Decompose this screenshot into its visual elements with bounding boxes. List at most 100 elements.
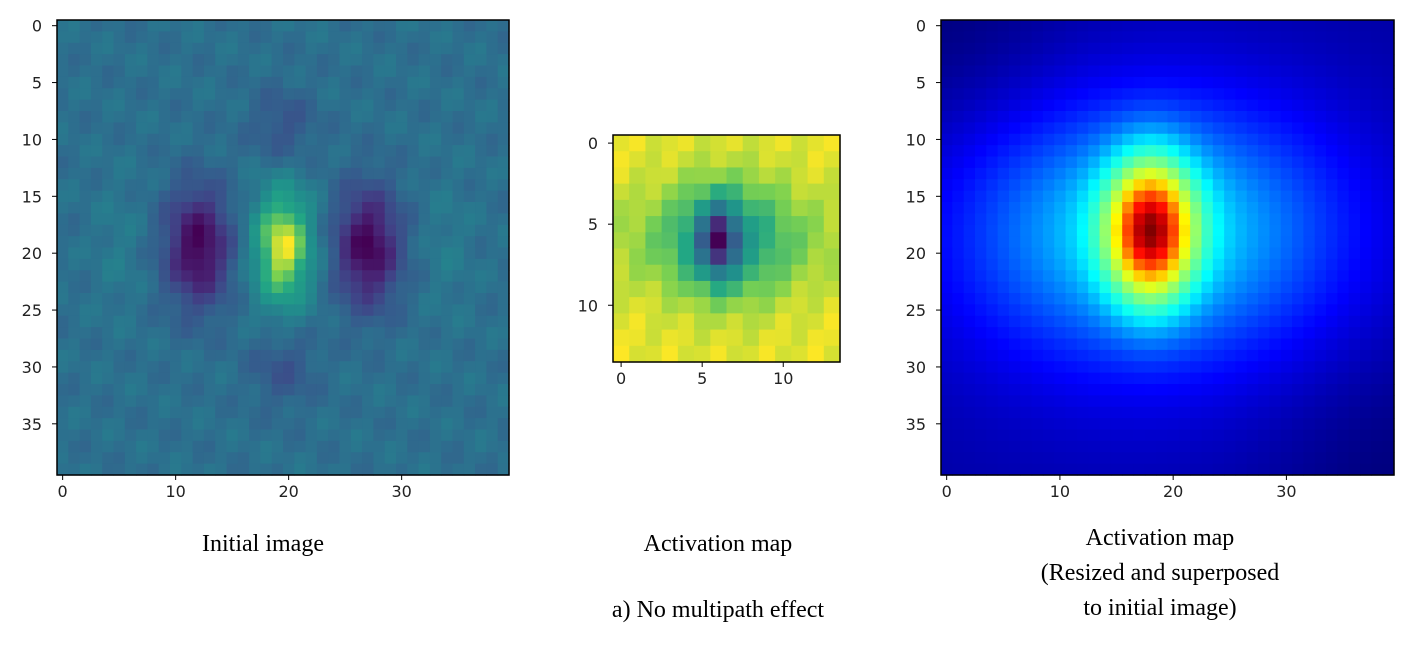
initial-cell xyxy=(429,452,442,465)
initial-cell xyxy=(463,304,476,317)
initial-cell xyxy=(384,156,397,169)
superposed-cell xyxy=(1348,31,1361,44)
activation-cell xyxy=(661,297,679,314)
superposed-cell xyxy=(1167,281,1180,294)
initial-cell xyxy=(463,167,476,180)
superposed-cell xyxy=(1314,440,1327,453)
initial-cell xyxy=(452,42,465,55)
superposed-cell xyxy=(1076,99,1089,112)
superposed-cell xyxy=(1326,236,1338,249)
superposed-cell xyxy=(997,395,1010,408)
initial-cell xyxy=(237,281,250,294)
superposed-cell xyxy=(1337,258,1350,271)
initial-cell xyxy=(158,236,171,249)
superposed-cell xyxy=(1382,281,1395,294)
superposed-cell xyxy=(1156,133,1169,146)
superposed-cell xyxy=(1348,440,1361,453)
superposed-cell xyxy=(1144,179,1157,192)
superposed-cell xyxy=(1292,202,1304,214)
superposed-cell xyxy=(1371,145,1384,158)
initial-cell xyxy=(283,327,295,340)
activation-cell xyxy=(677,199,695,217)
initial-cell xyxy=(452,349,465,362)
superposed-cell xyxy=(1371,122,1384,135)
superposed-cell xyxy=(1258,156,1271,169)
superposed-cell xyxy=(1167,384,1180,396)
superposed-cell xyxy=(1054,384,1067,396)
activation-cell xyxy=(742,264,760,282)
initial-cell xyxy=(486,224,499,237)
initial-cell xyxy=(170,440,182,453)
initial-cell xyxy=(147,247,160,260)
superposed-cell xyxy=(986,395,999,408)
superposed-cell xyxy=(997,31,1010,44)
initial-cell xyxy=(192,349,205,362)
initial-cell xyxy=(384,293,397,305)
initial-cell xyxy=(68,236,81,249)
superposed-cell xyxy=(1031,31,1044,44)
superposed-cell xyxy=(1031,463,1044,476)
initial-cell xyxy=(475,111,487,123)
initial-cell xyxy=(463,54,476,67)
initial-cell xyxy=(350,213,363,226)
initial-cell xyxy=(57,213,69,226)
superposed-cell xyxy=(1292,452,1304,465)
superposed-cell xyxy=(1337,167,1350,180)
initial-cell xyxy=(136,99,148,112)
initial-cell xyxy=(170,190,182,203)
superposed-cell xyxy=(1326,88,1338,101)
superposed-cell xyxy=(1314,349,1327,362)
superposed-cell xyxy=(974,145,987,158)
initial-cell xyxy=(102,452,115,465)
superposed-cell xyxy=(1122,440,1135,453)
superposed-cell xyxy=(1246,293,1259,305)
activation-cell xyxy=(645,329,663,347)
superposed-cell xyxy=(1224,293,1237,305)
superposed-cell xyxy=(1190,304,1203,317)
initial-cell xyxy=(215,42,228,55)
initial-cell xyxy=(294,452,307,465)
initial-cell xyxy=(316,111,329,123)
initial-cell xyxy=(283,395,295,408)
initial-cell xyxy=(283,54,295,67)
initial-cell xyxy=(147,20,160,32)
superposed-cell xyxy=(1292,384,1304,396)
superposed-cell xyxy=(1382,304,1395,317)
initial-cell xyxy=(57,20,69,32)
superposed-cell xyxy=(1292,224,1304,237)
superposed-cell xyxy=(1292,156,1304,169)
superposed-cell xyxy=(1224,42,1237,55)
superposed-cell xyxy=(1269,31,1282,44)
initial-cell xyxy=(271,156,284,169)
initial-cell xyxy=(475,293,487,305)
initial-cell xyxy=(271,236,284,249)
superposed-cell xyxy=(1348,270,1361,283)
initial-cell xyxy=(294,31,307,44)
activation-x-tick-label: 0 xyxy=(616,369,626,388)
initial-cell xyxy=(486,315,499,328)
initial-cell xyxy=(237,236,250,249)
initial-cell xyxy=(249,54,261,67)
initial-cell xyxy=(136,42,148,55)
initial-cell xyxy=(305,224,318,237)
initial-cell xyxy=(271,54,284,67)
superposed-cell xyxy=(1258,304,1271,317)
initial-cell xyxy=(350,338,363,351)
superposed-cell xyxy=(1360,395,1372,408)
superposed-cell xyxy=(1144,327,1157,340)
superposed-cell xyxy=(1371,213,1384,226)
superposed-cell xyxy=(1235,167,1248,180)
superposed-cell xyxy=(1008,384,1021,396)
initial-cell xyxy=(79,20,92,32)
initial-cell xyxy=(418,247,431,260)
superposed-cell xyxy=(1042,167,1055,180)
superposed-cell xyxy=(1382,247,1395,260)
superposed-cell xyxy=(963,349,976,362)
superposed-cell xyxy=(1076,315,1089,328)
superposed-cell xyxy=(1235,258,1248,271)
superposed-cell xyxy=(1303,440,1316,453)
initial-cell xyxy=(68,304,81,317)
superposed-cell xyxy=(1382,440,1395,453)
superposed-cell xyxy=(1190,349,1203,362)
initial-cell xyxy=(136,372,148,385)
